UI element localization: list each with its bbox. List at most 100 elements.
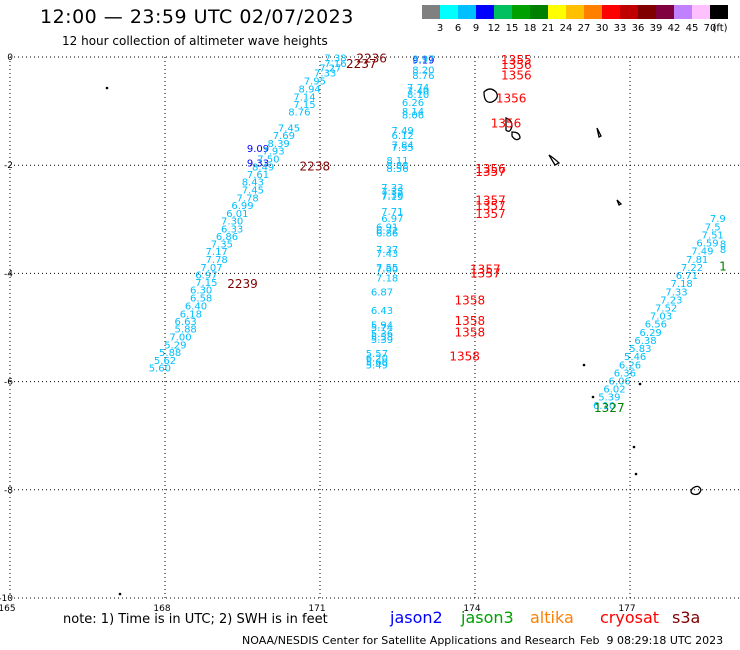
- wave-height-label: 8.39: [268, 139, 290, 150]
- islet-dot: [638, 382, 642, 386]
- wave-height-label: 7.5: [705, 222, 721, 233]
- wave-height-label: 1357: [470, 266, 501, 280]
- island-outline: [690, 485, 702, 496]
- wave-height-label: 7.03: [650, 312, 672, 323]
- wave-height-label: 8: [720, 245, 726, 256]
- wave-height-label: 6.10: [593, 401, 615, 412]
- wave-height-label: 6.30: [190, 286, 212, 297]
- scale-swatch: [692, 5, 710, 19]
- wave-height-label: 1355: [501, 53, 532, 67]
- scale-label: 42: [668, 23, 681, 34]
- wave-height-label: 6.59: [696, 239, 718, 250]
- wave-height-label: 7.07: [200, 263, 222, 274]
- wave-height-label: 7.35: [211, 240, 233, 251]
- wave-height-label: 1357: [475, 199, 506, 213]
- wave-height-label: 9.19: [412, 56, 434, 67]
- wave-height-label: 6.87: [371, 287, 393, 298]
- wave-height-label: 8.56: [386, 164, 408, 175]
- wave-height-label: 1358: [455, 293, 486, 307]
- wave-height-label: 6.29: [640, 328, 662, 339]
- wave-height-label: 6.12: [392, 131, 414, 142]
- wave-height-label: 7.9: [710, 214, 726, 225]
- page-subtitle: 12 hour collection of altimeter wave hei…: [62, 34, 328, 48]
- scale-label: 12: [488, 23, 501, 34]
- wave-height-label: 7.45: [278, 123, 300, 134]
- wave-height-label: 8.76: [412, 71, 434, 82]
- wave-height-label: 6.01: [226, 209, 248, 220]
- wave-height-label: 5.83: [629, 344, 651, 355]
- wave-height-label: 1358: [455, 314, 486, 328]
- wave-height-label: 7.15: [195, 278, 217, 289]
- y-tick-label: -4: [4, 269, 13, 279]
- scale-swatch: [422, 5, 440, 19]
- wave-height-label: 7.49: [392, 126, 414, 137]
- wave-height-label: 5.60: [149, 364, 171, 375]
- wave-height-label: 5.46: [624, 352, 646, 363]
- islet-dot: [105, 86, 109, 90]
- wave-height-label: 7.61: [247, 170, 269, 181]
- wave-height-label: 2238: [300, 160, 331, 174]
- wave-height-label: 7.37: [376, 245, 398, 256]
- scale-swatch: [476, 5, 494, 19]
- wave-height-label: 6.56: [645, 320, 667, 331]
- wave-height-label: 6.71: [676, 271, 698, 282]
- wave-height-label: 1357: [475, 193, 506, 207]
- scale-label: 27: [578, 23, 591, 34]
- wave-height-label: 1356: [501, 68, 532, 82]
- scale-swatch: [512, 5, 530, 19]
- wave-height-label: 7.49: [691, 247, 713, 258]
- wave-height-label: 7.33: [665, 287, 687, 298]
- wave-height-label: 6.99: [231, 201, 253, 212]
- wave-height-label: 6.97: [381, 214, 403, 225]
- x-tick-label: 171: [308, 604, 325, 614]
- wave-height-label: 7.18: [671, 279, 693, 290]
- wave-height-label: 1356: [475, 162, 506, 176]
- wave-height-label: 5.36: [371, 329, 393, 340]
- color-scale-legend: 3 6 9 12 15 18 21 24 27 30 33 36 39 42 45 70(ft): [422, 5, 728, 34]
- credit-line: NOAA/NESDIS Center for Satellite Applica…: [242, 634, 576, 647]
- wave-height-label: 6.18: [180, 309, 202, 320]
- islet-dot: [591, 395, 595, 399]
- wave-height-label: 7.33: [314, 69, 336, 80]
- wave-height-label: 5.29: [164, 340, 186, 351]
- wave-height-label: 1357: [470, 263, 501, 277]
- satellite-legend-s3a: s3a: [672, 608, 701, 627]
- wave-height-label: 1357: [475, 165, 506, 179]
- wave-height-label: 1358: [455, 325, 486, 339]
- wave-height-label: 2236: [356, 52, 387, 66]
- wave-height-label: 6.02: [603, 385, 625, 396]
- wave-height-label: 1356: [491, 116, 522, 130]
- wave-height-label: 1356: [496, 92, 527, 106]
- wave-height-label: 6.40: [185, 301, 207, 312]
- wave-height-label: 8.43: [242, 177, 264, 188]
- scale-swatch: [638, 5, 656, 19]
- wave-height-label: 6.86: [376, 228, 398, 239]
- wave-height-label: 5.60: [366, 358, 388, 369]
- wave-height-label: 5.39: [598, 393, 620, 404]
- wave-height-label: 6.38: [634, 336, 656, 347]
- islet-dot: [118, 592, 122, 596]
- wave-height-label: 5.57: [366, 349, 388, 360]
- wave-height-label: 6.43: [371, 306, 393, 317]
- scale-label: 3: [437, 23, 443, 34]
- wave-height-label: 5.94: [371, 320, 393, 331]
- wave-height-label: 7.50: [257, 155, 279, 166]
- wave-height-label: 7.16: [324, 59, 346, 70]
- y-tick-label: 0: [7, 53, 13, 63]
- wave-height-label: 6.63: [175, 317, 197, 328]
- y-tick-label: -10: [0, 594, 13, 604]
- wave-height-label: 7.81: [686, 255, 708, 266]
- wave-height-label: 7.15: [381, 192, 403, 203]
- scale-swatch: [584, 5, 602, 19]
- wave-height-label: 8.97: [412, 55, 434, 66]
- scale-swatch: [530, 5, 548, 19]
- wave-height-label: 7.17: [206, 247, 228, 258]
- wave-height-label: 8.11: [386, 156, 408, 167]
- island-outline: [548, 154, 561, 166]
- island-outline: [616, 199, 623, 206]
- scale-label: 9: [473, 23, 479, 34]
- wave-height-label: 6.20: [366, 353, 388, 364]
- island-outline: [483, 88, 498, 103]
- x-tick-label: 177: [618, 604, 635, 614]
